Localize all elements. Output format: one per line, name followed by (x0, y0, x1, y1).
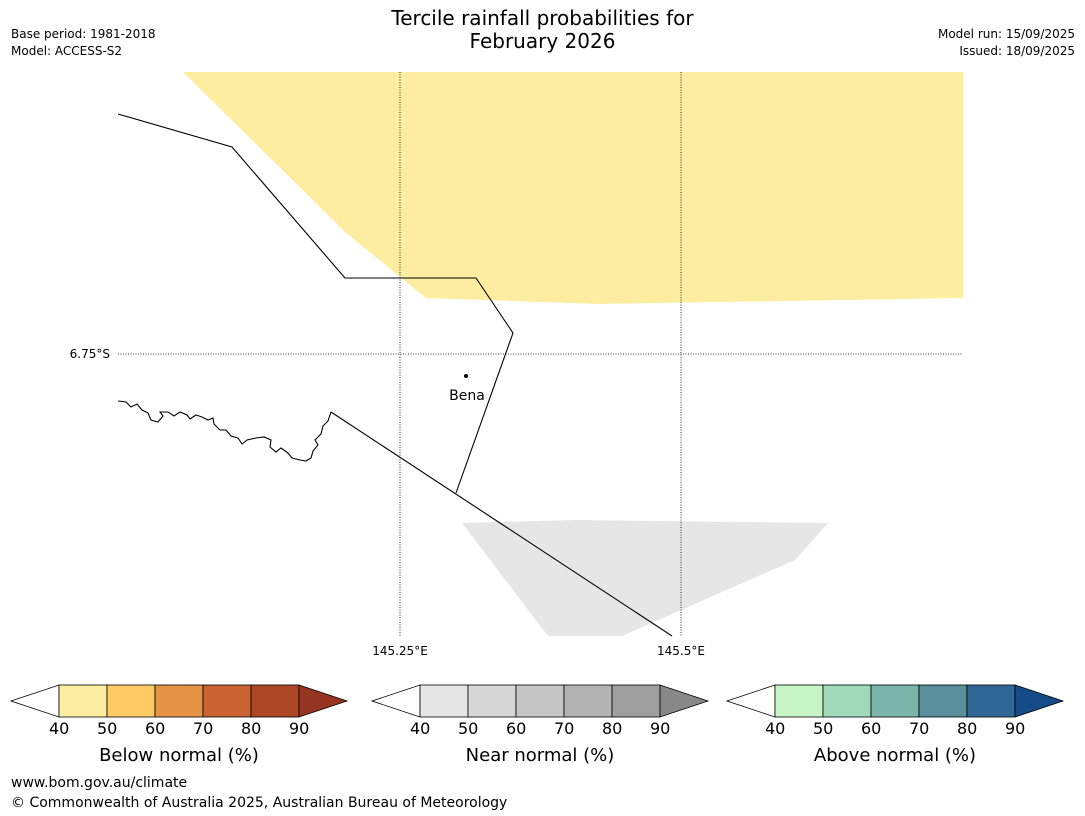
colorbar-tick: 70 (909, 719, 930, 738)
river-line (117, 400, 332, 462)
colorbar-near-normal-label: Near normal (%) (465, 745, 615, 766)
base-period-label: Base period: 1981-2018 (11, 27, 156, 41)
colorbar-tick: 50 (458, 719, 479, 738)
colorbar-tick: 80 (241, 719, 262, 738)
colorbar-tick: 50 (97, 719, 118, 738)
colorbar-segment (822, 684, 872, 718)
colorbar-segment (419, 684, 469, 718)
place-label: Bena (449, 388, 485, 404)
near-normal-region (462, 520, 828, 636)
colorbar-tick: 90 (1005, 719, 1026, 738)
colorbar-extend-high (1014, 684, 1065, 718)
page-title: Tercile rainfall probabilities for Febru… (300, 7, 785, 53)
colorbar-segment (250, 684, 300, 718)
colorbar-tick: 70 (193, 719, 214, 738)
colorbar-near-normal-ticks: 40 50 60 70 80 90 (361, 719, 721, 739)
colorbar-above-normal-label: Above normal (%) (813, 745, 977, 766)
colorbar-extend-high (298, 684, 349, 718)
colorbar-segment (467, 684, 517, 718)
colorbar-tick: 40 (49, 719, 70, 738)
colorbar-below-normal-svg (10, 684, 349, 718)
colorbar-tick: 40 (410, 719, 431, 738)
colorbar-below-normal-ticks: 40 50 60 70 80 90 (0, 719, 360, 739)
colorbar-segment (870, 684, 920, 718)
title-line-2: February 2026 (469, 29, 616, 53)
footer-copyright: © Commonwealth of Australia 2025, Austra… (11, 795, 508, 811)
colorbar-extend-low (10, 684, 60, 718)
model-run-label: Model run: 15/09/2025 (937, 27, 1075, 41)
title-line-1: Tercile rainfall probabilities for (391, 6, 694, 30)
province-boundary (117, 113, 514, 494)
colorbar-extend-low (726, 684, 776, 718)
colorbar-tick: 90 (650, 719, 671, 738)
colorbar-tick: 80 (957, 719, 978, 738)
footer-url: www.bom.gov.au/climate (11, 775, 188, 791)
colorbar-segment (106, 684, 156, 718)
colorbar-segment (202, 684, 252, 718)
colorbar-tick: 40 (765, 719, 786, 738)
colorbar-segment (515, 684, 565, 718)
colorbar-tick: 60 (145, 719, 166, 738)
place-marker (464, 374, 468, 378)
colorbar-segment (966, 684, 1016, 718)
colorbar-above-normal-ticks: 40 50 60 70 80 90 (716, 719, 1076, 739)
colorbar-tick: 90 (289, 719, 310, 738)
colorbar-segment (611, 684, 661, 718)
colorbar-tick: 60 (861, 719, 882, 738)
colorbar-extend-high (659, 684, 710, 718)
colorbar-near-normal-svg (371, 684, 710, 718)
colorbar-tick: 80 (602, 719, 623, 738)
colorbar-tick: 70 (554, 719, 575, 738)
issued-label: Issued: 18/09/2025 (959, 44, 1075, 58)
colorbar-above-normal-svg (726, 684, 1065, 718)
province-boundary (330, 411, 673, 637)
colorbar-below-normal-label: Below normal (%) (99, 745, 259, 766)
colorbar-segment (154, 684, 204, 718)
longitude-label: 145.5°E (657, 644, 705, 658)
below-normal-region (183, 72, 963, 304)
colorbar-segment (774, 684, 824, 718)
colorbar-extend-low (371, 684, 421, 718)
colorbar-segment (918, 684, 968, 718)
colorbar-tick: 60 (506, 719, 527, 738)
model-label: Model: ACCESS-S2 (11, 44, 123, 58)
colorbar-segment (563, 684, 613, 718)
longitude-label: 145.25°E (372, 644, 428, 658)
latitude-label: 6.75°S (70, 347, 110, 361)
colorbar-tick: 50 (813, 719, 834, 738)
colorbar-segment (58, 684, 108, 718)
